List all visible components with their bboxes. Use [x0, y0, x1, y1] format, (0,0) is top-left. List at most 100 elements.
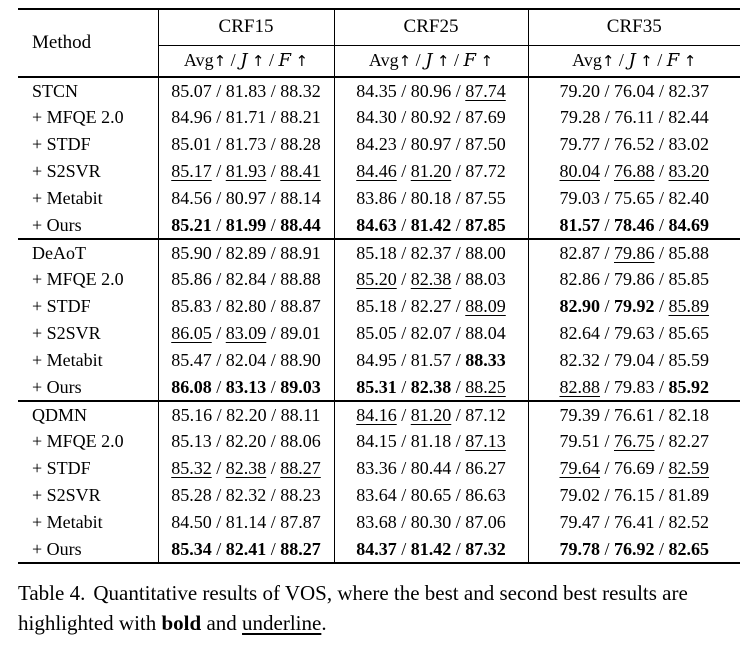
value-separator: / — [211, 458, 226, 478]
value-separator: / — [654, 107, 669, 127]
result-cell: 85.13 / 82.20 / 88.06 — [157, 428, 334, 455]
value-separator: / — [654, 80, 669, 101]
metric-value: 85.21 — [171, 214, 212, 235]
value-separator: / — [211, 296, 226, 316]
value-separator: / — [654, 188, 669, 208]
metric-value: 78.46 — [614, 214, 655, 235]
caption-underline-word: underline — [242, 610, 322, 635]
metric-value: 84.46 — [356, 161, 397, 181]
value-separator: / — [451, 376, 466, 397]
result-cell: 85.17 / 81.93 / 88.41 — [157, 158, 334, 185]
metric-value: 82.59 — [668, 458, 710, 478]
value-separator: / — [396, 188, 411, 208]
metric-value: 81.57 — [410, 350, 452, 370]
metric-label: F — [463, 50, 477, 72]
value-separator: / — [451, 458, 466, 478]
result-cell: 84.96 / 81.71 / 88.21 — [157, 104, 334, 131]
metric-separator: / — [652, 50, 667, 71]
value-separator: / — [396, 485, 411, 505]
metric-label: J — [425, 50, 433, 72]
table-row: STCN 85.07 / 81.83 / 88.32 84.35 / 80.96 /… — [18, 77, 740, 104]
result-cell: 79.28 / 76.11 / 82.44 — [527, 104, 740, 131]
value-separator: / — [451, 431, 466, 451]
value-separator: / — [599, 134, 614, 154]
result-cell: 85.34 / 82.41 / 88.27 — [157, 536, 334, 563]
value-separator: / — [211, 188, 226, 208]
method-label: + MFQE 2.0 — [32, 269, 124, 289]
vos-results-table: Method CRF15 CRF25 CRF35 Avg↑ / J ↑ / F … — [18, 8, 740, 564]
value-separator: / — [396, 214, 411, 235]
value-separator: / — [599, 376, 614, 397]
metric-value: 87.06 — [465, 512, 506, 532]
metric-value: 79.86 — [614, 242, 655, 263]
value-separator: / — [396, 512, 411, 532]
metric-value: 82.37 — [668, 80, 710, 101]
method-label: + STDF — [32, 296, 91, 316]
result-cell: 80.04 / 76.88 / 83.20 — [527, 158, 740, 185]
value-separator: / — [211, 214, 226, 235]
metric-value: 82.84 — [225, 269, 267, 289]
value-separator: / — [266, 376, 281, 397]
result-cell: 85.86 / 82.84 / 88.88 — [157, 266, 334, 293]
metric-value: 82.90 — [559, 296, 600, 316]
result-cell: 86.05 / 83.09 / 89.01 — [157, 320, 334, 347]
value-separator: / — [451, 512, 466, 532]
value-separator: / — [654, 161, 669, 181]
metric-value: 82.32 — [559, 350, 600, 370]
method-label: + S2SVR — [32, 485, 101, 505]
metric-value: 88.27 — [280, 538, 321, 559]
metric-value: 79.47 — [559, 512, 600, 532]
value-separator: / — [599, 512, 614, 532]
metric-value: 79.28 — [559, 107, 601, 127]
metric-value: 82.80 — [225, 296, 267, 316]
up-arrow-icon: ↑ — [213, 52, 227, 71]
value-separator: / — [396, 538, 411, 559]
result-cell: 83.64 / 80.65 / 86.63 — [333, 482, 528, 509]
metric-value: 87.69 — [465, 107, 506, 127]
metric-value: 79.77 — [559, 134, 600, 154]
table-row: + S2SVR 85.28 / 82.32 / 88.23 83.64 / 80.6… — [18, 482, 740, 509]
value-separator: / — [266, 269, 281, 289]
metric-value: 84.30 — [356, 107, 397, 127]
metric-value: 76.61 — [614, 404, 655, 425]
table-caption: Table 4. Quantitative results of VOS, whe… — [18, 579, 740, 639]
metric-value: 79.92 — [614, 296, 655, 316]
metric-value: 81.18 — [410, 431, 452, 451]
metric-value: 87.50 — [465, 134, 506, 154]
metric-value: 82.20 — [226, 404, 267, 425]
value-separator: / — [451, 269, 466, 289]
result-cell: 82.90 / 79.92 / 85.89 — [527, 293, 740, 320]
method-label: + STDF — [32, 134, 91, 154]
metric-value: 88.33 — [465, 350, 506, 370]
metric-value: 85.17 — [171, 161, 212, 181]
result-cell: 85.07 / 81.83 / 88.32 — [157, 77, 334, 104]
metric-value: 76.11 — [614, 107, 655, 127]
method-label: + Metabit — [32, 188, 103, 208]
result-cell: 79.02 / 76.15 / 81.89 — [527, 482, 740, 509]
metric-value: 88.06 — [280, 431, 321, 451]
metric-value: 85.07 — [171, 80, 212, 101]
metric-value: 85.20 — [356, 269, 397, 289]
result-cell: 81.57 / 78.46 / 84.69 — [527, 212, 740, 239]
value-separator: / — [266, 323, 281, 343]
metric-value: 85.32 — [171, 458, 212, 478]
value-separator: / — [599, 214, 614, 235]
value-separator: / — [396, 80, 411, 101]
metric-value: 79.51 — [559, 431, 600, 451]
metric-value: 79.78 — [559, 538, 600, 559]
value-separator: / — [396, 107, 411, 127]
metric-value: 88.14 — [280, 188, 321, 208]
table-row: + Metabit 84.56 / 80.97 / 88.14 83.86 / 80… — [18, 185, 740, 212]
result-cell: 85.18 / 82.37 / 88.00 — [333, 238, 528, 266]
value-separator: / — [396, 376, 411, 397]
value-separator: / — [654, 134, 669, 154]
metric-value: 84.23 — [356, 134, 397, 154]
metric-value: 88.27 — [280, 458, 321, 478]
value-separator: / — [451, 296, 466, 316]
result-cell: 84.15 / 81.18 / 87.13 — [333, 428, 528, 455]
metric-value: 82.52 — [668, 512, 710, 532]
metric-value: 80.18 — [410, 188, 452, 208]
value-separator: / — [451, 161, 466, 181]
value-separator: / — [266, 80, 281, 101]
value-separator: / — [600, 107, 615, 127]
